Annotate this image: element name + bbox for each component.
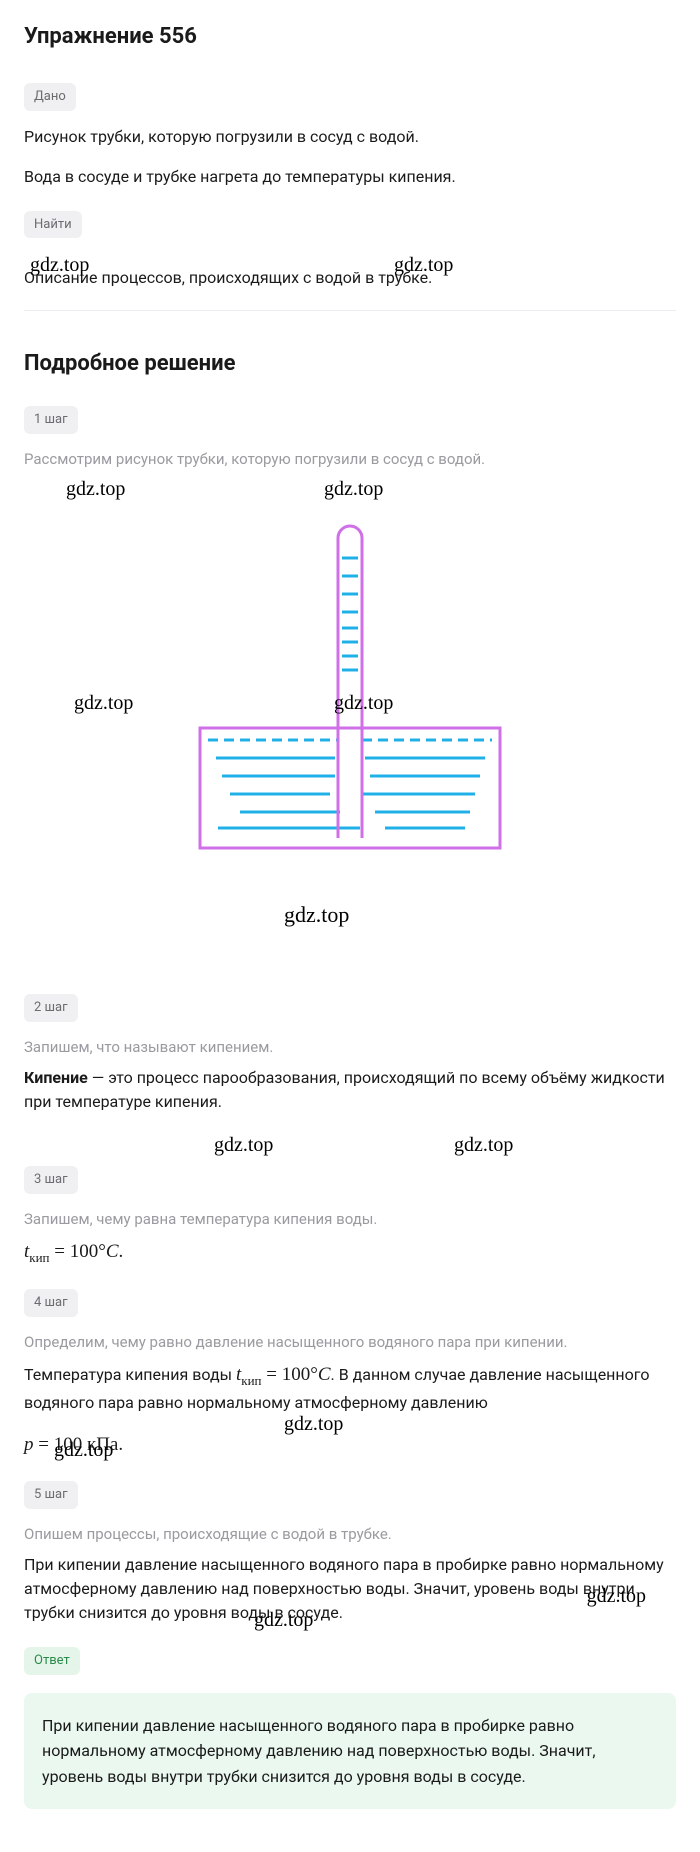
badge-find: Найти bbox=[24, 211, 82, 239]
diagram-container: gdz.top gdz.top gdz.top bbox=[24, 508, 676, 928]
solution-title: Подробное решение bbox=[24, 347, 676, 380]
step2-body: — это процесс парообразования, происходя… bbox=[24, 1068, 665, 1111]
step3-desc: Запишем, чему равна температура кипения … bbox=[24, 1208, 676, 1231]
badge-step-2: 2 шаг bbox=[24, 994, 78, 1022]
watermark: gdz.top bbox=[54, 1435, 113, 1465]
badge-given: Дано bbox=[24, 83, 76, 111]
badge-answer: Ответ bbox=[24, 1647, 80, 1675]
given-line-2: Вода в сосуде и трубке нагрета до темпер… bbox=[24, 165, 676, 189]
badge-step-3: 3 шаг bbox=[24, 1166, 78, 1194]
watermark: gdz.top bbox=[324, 474, 383, 504]
watermark: gdz.top bbox=[30, 250, 89, 280]
step2-bold: Кипение bbox=[24, 1068, 88, 1087]
watermark: gdz.top bbox=[254, 1605, 313, 1635]
exercise-title: Упражнение 556 bbox=[24, 20, 676, 53]
watermark: gdz.top bbox=[214, 1130, 273, 1160]
badge-step-4: 4 шаг bbox=[24, 1289, 78, 1317]
step5-text: При кипении давление насыщенного водяног… bbox=[24, 1553, 676, 1625]
badge-step-1: 1 шаг bbox=[24, 406, 78, 434]
step1-desc: Рассмотрим рисунок трубки, которую погру… bbox=[24, 448, 676, 471]
step4-desc: Определим, чему равно давление насыщенно… bbox=[24, 1331, 676, 1354]
tube-outline bbox=[338, 526, 362, 838]
watermark: gdz.top bbox=[66, 474, 125, 504]
watermark: gdz.top bbox=[587, 1581, 646, 1611]
watermark: gdz.top bbox=[454, 1130, 513, 1160]
step3-formula: tкип = 100°C. bbox=[24, 1238, 676, 1267]
watermark: gdz.top bbox=[394, 250, 453, 280]
answer-box: При кипении давление насыщенного водяног… bbox=[24, 1693, 676, 1810]
watermark: gdz.top bbox=[74, 688, 133, 718]
step2-text: Кипение — это процесс парообразования, п… bbox=[24, 1066, 676, 1114]
watermark: gdz.top bbox=[334, 688, 393, 718]
badge-step-5: 5 шаг bbox=[24, 1481, 78, 1509]
container-rect bbox=[200, 728, 500, 848]
step2-desc: Запишем, что называют кипением. bbox=[24, 1036, 676, 1059]
divider bbox=[24, 310, 676, 311]
step4-formula2: p = 100 кПа. bbox=[24, 1431, 676, 1460]
watermark: gdz.top bbox=[284, 1409, 343, 1439]
given-line-1: Рисунок трубки, которую погрузили в сосу… bbox=[24, 125, 676, 149]
watermark: gdz.top bbox=[284, 898, 349, 931]
answer-text: При кипении давление насыщенного водяног… bbox=[42, 1716, 596, 1786]
step4-text: Температура кипения воды tкип = 100°C. В… bbox=[24, 1361, 676, 1414]
step5-desc: Опишем процессы, происходящие с водой в … bbox=[24, 1523, 676, 1546]
